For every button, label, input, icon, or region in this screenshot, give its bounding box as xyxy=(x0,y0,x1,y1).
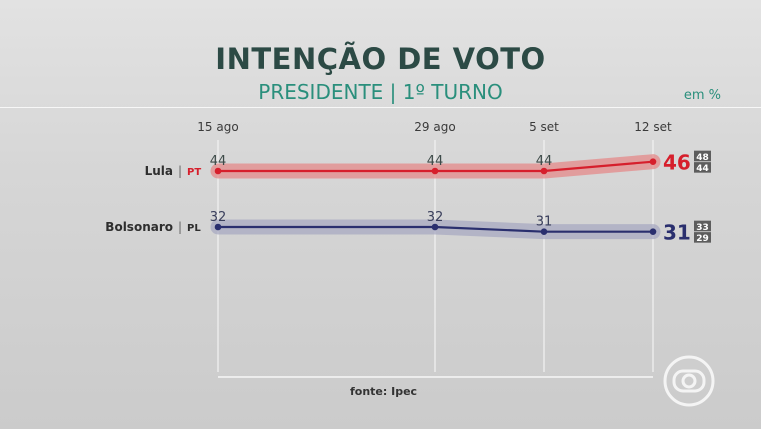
series-line-bolsonaro xyxy=(218,225,653,233)
series-name-label: Lula xyxy=(145,164,173,178)
unit-label: em % xyxy=(683,88,721,103)
chart-title: INTENÇÃO DE VOTO xyxy=(215,42,546,76)
data-label: 32 xyxy=(210,210,227,225)
series-party-label: PL xyxy=(187,223,201,234)
data-point xyxy=(214,167,222,175)
x-tick-label: 15 ago xyxy=(197,120,238,134)
chart-subtitle: PRESIDENTE | 1º TURNO xyxy=(258,80,503,104)
data-point xyxy=(540,228,548,235)
series-party-label: PT xyxy=(187,167,201,178)
x-tick-label: 29 ago xyxy=(414,120,455,134)
margin-lower-label: 44 xyxy=(696,164,709,174)
data-point xyxy=(431,223,439,231)
data-label: 44 xyxy=(427,154,444,169)
series-line-lula xyxy=(218,160,654,173)
series-name-label: Bolsonaro xyxy=(105,220,173,234)
data-point xyxy=(214,223,222,231)
series-separator: | xyxy=(178,164,182,178)
data-point xyxy=(431,167,439,175)
margin-upper-label: 33 xyxy=(696,223,709,233)
data-label: 31 xyxy=(536,215,553,230)
final-value-label: 46 xyxy=(663,151,691,175)
data-point xyxy=(649,228,657,235)
series-separator: | xyxy=(178,220,182,234)
data-label: 44 xyxy=(210,154,227,169)
source-label: fonte: Ipec xyxy=(350,385,418,398)
x-tick-label: 5 set xyxy=(529,120,559,134)
globo-logo-icon xyxy=(663,355,715,407)
data-label: 32 xyxy=(427,210,444,225)
margin-upper-label: 48 xyxy=(696,153,709,163)
x-tick-label: 12 set xyxy=(634,120,672,134)
data-point xyxy=(649,158,657,165)
data-point xyxy=(540,167,548,175)
data-label: 44 xyxy=(536,154,553,169)
header-divider xyxy=(0,107,761,108)
margin-lower-label: 29 xyxy=(696,234,709,244)
final-value-label: 31 xyxy=(663,221,691,245)
